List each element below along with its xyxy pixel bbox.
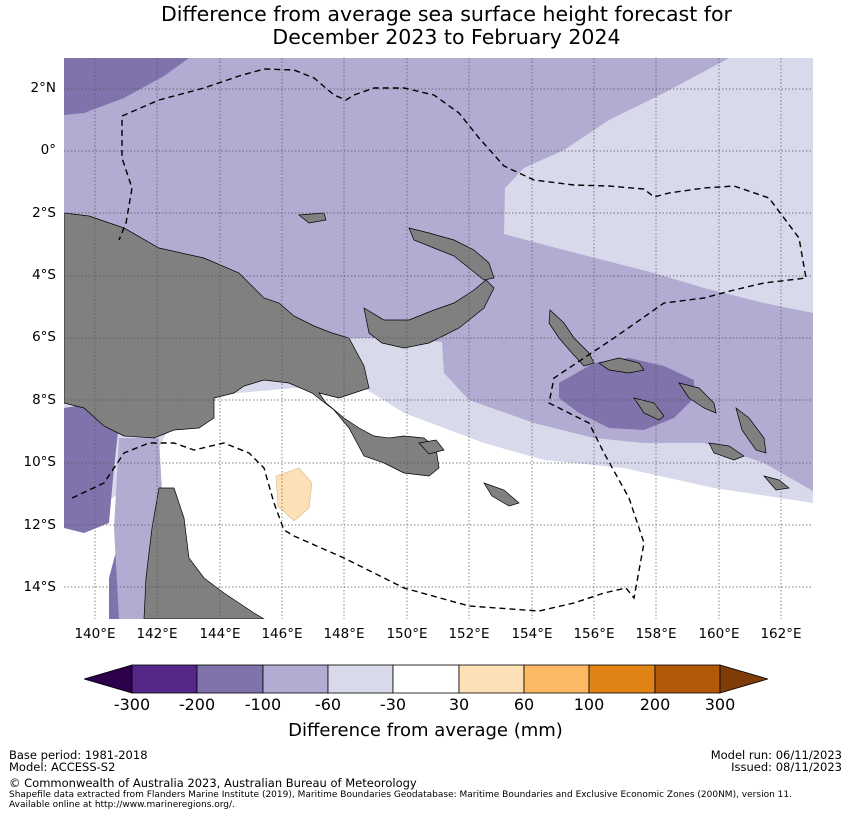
map-title: Difference from average sea surface heig…: [0, 3, 850, 49]
lat-label: 0°: [40, 142, 56, 158]
lon-label: 140°E: [74, 626, 116, 642]
colorbar-swatch: [131, 664, 198, 694]
lat-label: 8°S: [32, 392, 56, 408]
lon-label: 158°E: [635, 626, 677, 642]
colorbar-swatch: [588, 664, 656, 694]
colorbar-title: Difference from average (mm): [288, 720, 563, 741]
land-solomon-2: [678, 382, 717, 414]
colorbar-swatch: [327, 664, 394, 694]
lat-label: 6°S: [32, 329, 56, 345]
anomaly-region-positive: [275, 467, 313, 522]
colorbar-tick: -30: [379, 695, 407, 714]
title-line-2: December 2023 to February 2024: [272, 25, 621, 49]
colorbar: [84, 664, 768, 694]
land-solomon-1: [598, 357, 645, 374]
colorbar-swatch: [196, 664, 264, 694]
lat-label: 2°S: [32, 205, 56, 221]
copyright-text: © Commonwealth of Australia 2023, Austra…: [9, 776, 417, 790]
land-manus: [298, 212, 327, 224]
base-period-text: Base period: 1981-2018: [9, 748, 148, 762]
lon-label: 156°E: [573, 626, 615, 642]
anomaly-region-south-neutral: [64, 388, 813, 619]
title-line-1: Difference from average sea surface heig…: [161, 2, 732, 26]
colorbar-tick: 200: [639, 695, 671, 714]
land-cape-york: [143, 487, 265, 619]
issued-text: Issued: 08/11/2023: [731, 760, 842, 774]
lon-label: 162°E: [760, 626, 802, 642]
lat-label: 12°S: [23, 517, 57, 533]
colorbar-tick: 30: [448, 695, 470, 714]
colorbar-swatch: [392, 664, 460, 694]
colorbar-tick: 300: [704, 695, 736, 714]
colorbar-tick: 60: [513, 695, 535, 714]
lon-label: 152°E: [448, 626, 490, 642]
lon-label: 144°E: [199, 626, 241, 642]
map-plot: [64, 58, 813, 619]
shapefile-credit-line-2: Available online at http://www.marinereg…: [9, 800, 235, 810]
colorbar-tick: -300: [113, 695, 151, 714]
colorbar-extend-high: [719, 664, 768, 694]
lon-label: 146°E: [261, 626, 303, 642]
map-gridlines: [64, 58, 813, 619]
land-solomon-4: [735, 407, 767, 454]
colorbar-swatch: [523, 664, 590, 694]
lon-label: 154°E: [511, 626, 553, 642]
eez-boundary: [71, 68, 807, 612]
colorbar-tick: 100: [573, 695, 605, 714]
colorbar-tick: -200: [178, 695, 216, 714]
lon-label: 150°E: [386, 626, 428, 642]
anomaly-region-east-light: [504, 58, 813, 313]
lon-label: 142°E: [136, 626, 178, 642]
land-solomon-3: [633, 397, 665, 421]
land-solomon-5: [708, 442, 745, 461]
colorbar-swatch: [654, 664, 721, 694]
colorbar-swatch: [262, 664, 329, 694]
land-new-britain: [363, 279, 495, 349]
lon-label: 160°E: [698, 626, 740, 642]
anomaly-region-west-patch: [64, 403, 119, 533]
lat-label: 10°S: [23, 454, 57, 470]
model-text: Model: ACCESS-S2: [9, 760, 116, 774]
colorbar-extend-low: [84, 664, 133, 694]
lat-label: 14°S: [23, 579, 57, 595]
lat-label: 2°N: [30, 80, 56, 96]
land-louisiade: [483, 482, 520, 507]
land-new-ireland: [408, 227, 495, 281]
lat-label: 4°S: [32, 267, 56, 283]
shapefile-credit-line-1: Shapefile data extracted from Flanders M…: [9, 790, 792, 800]
land-dentrecasteaux: [418, 439, 445, 455]
lon-label: 148°E: [323, 626, 365, 642]
land-solomon-6: [762, 475, 790, 491]
colorbar-tick: -100: [244, 695, 282, 714]
colorbar-swatch: [458, 664, 525, 694]
model-run-text: Model run: 06/11/2023: [710, 748, 842, 762]
colorbar-tick: -60: [314, 695, 342, 714]
